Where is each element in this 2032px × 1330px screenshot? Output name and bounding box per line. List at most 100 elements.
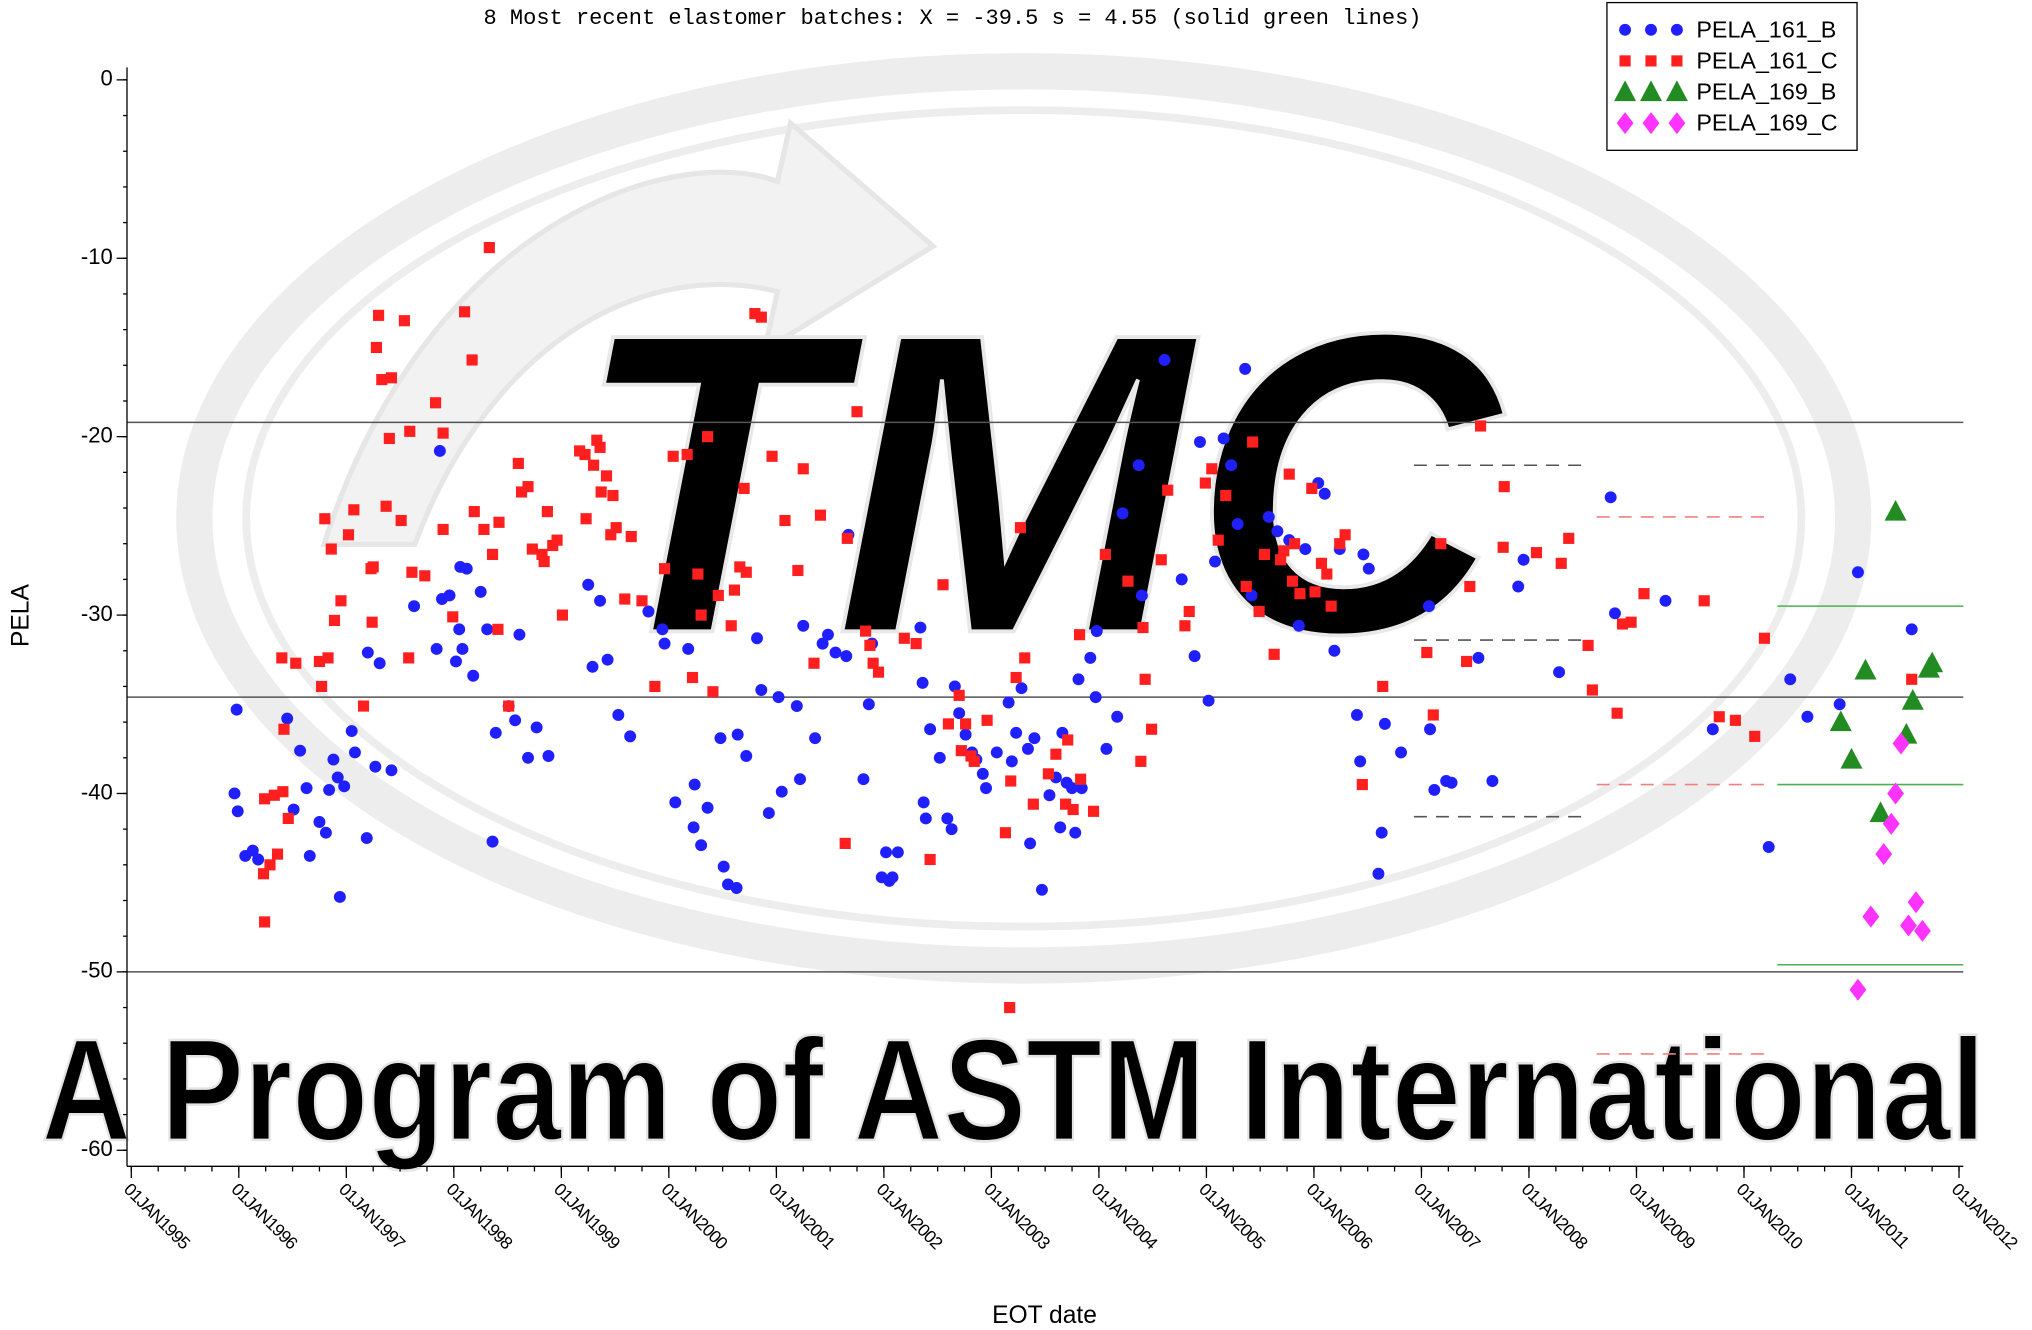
point <box>1530 547 1543 559</box>
logo-text: TMC <box>574 244 1506 722</box>
point <box>1377 680 1389 693</box>
point <box>509 714 522 727</box>
point <box>857 773 870 786</box>
point <box>1028 732 1041 745</box>
point <box>453 623 466 636</box>
point <box>687 821 700 834</box>
point <box>981 714 993 726</box>
point <box>1906 673 1918 685</box>
legend-marker <box>1642 112 1660 135</box>
point <box>1075 773 1087 785</box>
legend-marker <box>1645 23 1657 36</box>
point <box>1202 694 1215 707</box>
point <box>695 839 708 852</box>
point <box>695 609 707 621</box>
point <box>955 745 967 757</box>
point <box>1100 742 1113 755</box>
point <box>579 448 591 461</box>
point <box>937 579 949 591</box>
point <box>474 585 487 598</box>
point <box>1869 801 1892 823</box>
point <box>1784 673 1797 686</box>
point <box>712 589 724 602</box>
point <box>515 486 528 498</box>
point <box>300 782 313 795</box>
point <box>1445 776 1458 789</box>
point <box>264 859 276 871</box>
point <box>839 837 851 849</box>
series <box>257 241 1918 1014</box>
legend-label: PELA_161_B <box>1696 16 1836 42</box>
point <box>1395 746 1407 759</box>
point <box>319 513 331 525</box>
point <box>1638 588 1650 600</box>
point <box>1289 538 1301 550</box>
point <box>1464 580 1476 593</box>
point <box>433 444 446 457</box>
point <box>492 623 504 635</box>
point <box>779 514 791 527</box>
point <box>588 459 600 471</box>
point <box>725 620 737 632</box>
point <box>701 431 714 443</box>
point <box>513 628 526 641</box>
point <box>1609 607 1621 620</box>
point <box>580 513 592 525</box>
point <box>1015 682 1028 695</box>
x-tick-label: 01JAN2012 <box>1948 1179 2022 1253</box>
x-tick-label: 01JAN2006 <box>1303 1179 1377 1253</box>
point <box>467 669 480 682</box>
point <box>1042 768 1054 780</box>
point <box>1321 568 1333 580</box>
point <box>841 532 853 544</box>
point <box>1035 883 1048 896</box>
point <box>367 561 379 573</box>
point <box>867 657 879 669</box>
point <box>612 709 625 721</box>
point <box>886 871 899 884</box>
point <box>1217 432 1230 445</box>
point <box>1423 600 1435 613</box>
point <box>1292 619 1305 632</box>
point <box>383 432 395 445</box>
point <box>486 835 499 848</box>
point <box>734 561 746 573</box>
point <box>797 619 810 632</box>
point <box>656 623 669 636</box>
point <box>328 614 341 626</box>
point <box>1139 673 1151 685</box>
point <box>556 609 568 621</box>
point <box>872 666 885 678</box>
point <box>682 643 695 655</box>
legend-label: PELA_169_B <box>1696 78 1836 104</box>
x-tick-label: 01JAN1999 <box>550 1179 624 1253</box>
point <box>489 726 502 739</box>
point <box>1004 1001 1016 1014</box>
point <box>914 621 927 634</box>
point <box>941 812 954 825</box>
point <box>466 354 478 366</box>
legend-marker <box>1645 55 1657 67</box>
point <box>1758 632 1770 644</box>
point <box>522 751 534 764</box>
series <box>1829 499 1944 823</box>
point <box>1625 616 1637 628</box>
point <box>437 523 449 536</box>
logo-ring-inner <box>242 106 1806 931</box>
point <box>316 680 328 693</box>
point <box>1498 481 1510 493</box>
point <box>1099 548 1111 560</box>
point <box>333 890 346 903</box>
point <box>345 725 358 737</box>
point <box>619 593 631 605</box>
y-tick-label: -30 <box>81 601 113 626</box>
point <box>1258 548 1271 560</box>
point <box>658 563 671 575</box>
point <box>403 652 415 664</box>
point <box>259 916 271 928</box>
watermark-logo <box>176 53 1872 984</box>
point <box>1309 586 1321 598</box>
point <box>582 578 595 591</box>
y-tick-label: -20 <box>81 422 113 447</box>
point <box>924 723 937 736</box>
